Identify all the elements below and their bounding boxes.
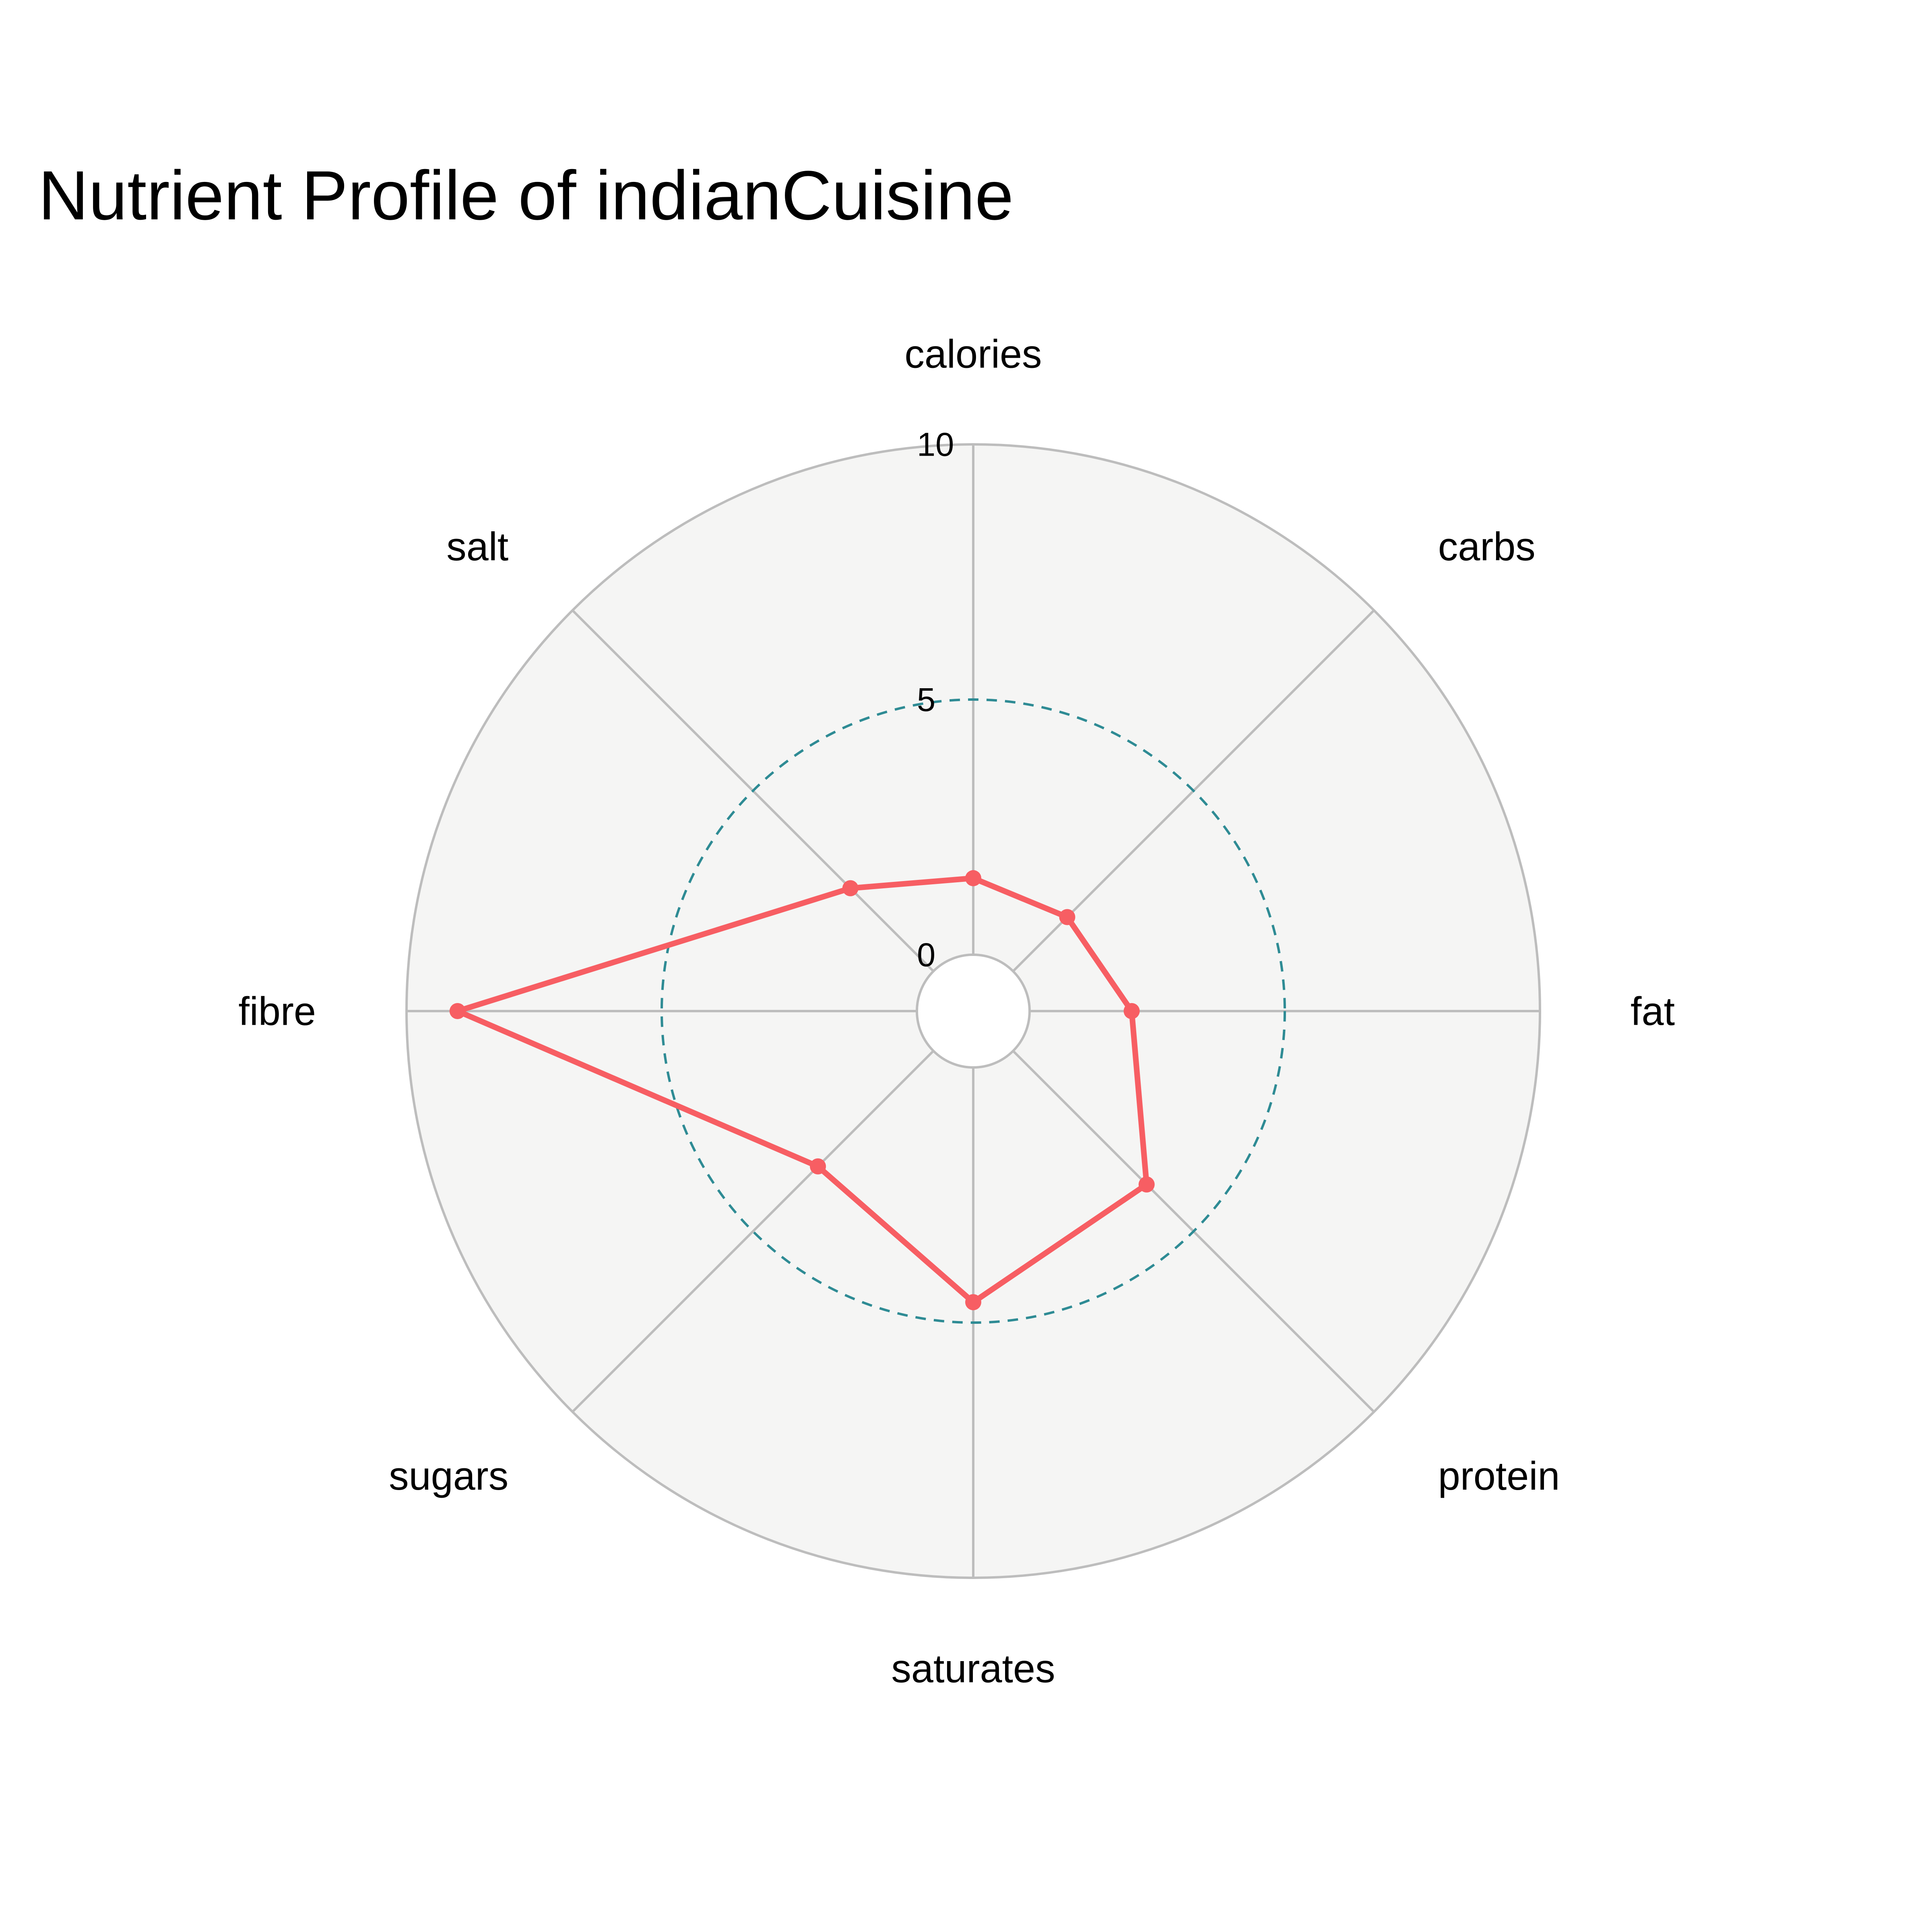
axis-label-calories: calories (904, 332, 1042, 376)
grid (405, 443, 1541, 1579)
axis-label-salt: salt (446, 524, 508, 569)
axis-label-carbs: carbs (1438, 524, 1536, 569)
outer-ring (405, 443, 1541, 1579)
data-point-fat (1123, 1003, 1140, 1019)
data-point-saturates (965, 1294, 981, 1311)
axis-label-protein: protein (1438, 1453, 1560, 1498)
axis-label-fibre: fibre (238, 989, 316, 1034)
axis-label-saturates: saturates (891, 1646, 1055, 1691)
axis-labels: calories carbs fat protein saturates sugars fi… (238, 332, 1675, 1691)
reference-ring (661, 698, 1286, 1324)
data-point-salt (842, 880, 859, 896)
inner-ring (916, 954, 1031, 1069)
chart-title: Nutrient Profile of indianCuisine (38, 156, 1013, 234)
data-point-protein (1138, 1176, 1155, 1193)
series-layer (449, 870, 1155, 1311)
axis-label-fat: fat (1631, 989, 1675, 1034)
tick-label-0: 0 (917, 936, 935, 974)
data-point-fibre (449, 1003, 466, 1019)
axis-label-sugars: sugars (389, 1453, 508, 1498)
data-point-carbs (1059, 909, 1075, 925)
tick-label-10: 10 (917, 426, 954, 463)
data-point-sugars (810, 1158, 826, 1174)
spoke-sugars (572, 1050, 935, 1413)
radial-tick-labels: 0 5 10 (917, 426, 954, 974)
tick-label-5: 5 (917, 681, 935, 718)
data-point-calories (965, 870, 981, 886)
